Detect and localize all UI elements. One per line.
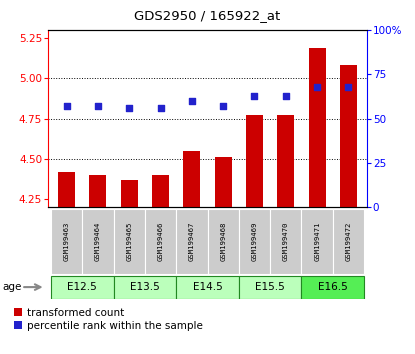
Text: GSM199469: GSM199469	[251, 222, 257, 261]
Text: GSM199471: GSM199471	[314, 222, 320, 261]
Bar	[121, 180, 138, 207]
Bar	[239, 209, 270, 274]
Text: GSM199468: GSM199468	[220, 222, 226, 261]
Text: E16.5: E16.5	[318, 282, 348, 292]
Bar	[208, 209, 239, 274]
Point	[157, 105, 164, 111]
Text: age: age	[2, 282, 22, 292]
Bar	[215, 157, 232, 207]
Text: E13.5: E13.5	[130, 282, 160, 292]
Bar	[183, 151, 200, 207]
Text: GSM199463: GSM199463	[63, 222, 70, 261]
Bar	[301, 275, 364, 299]
Legend: transformed count, percentile rank within the sample: transformed count, percentile rank withi…	[14, 308, 203, 331]
Text: GSM199466: GSM199466	[158, 222, 164, 261]
Bar	[58, 172, 75, 207]
Text: GSM199464: GSM199464	[95, 222, 101, 261]
Bar	[89, 175, 107, 207]
Text: GSM199467: GSM199467	[189, 222, 195, 261]
Bar	[114, 209, 145, 274]
Point	[188, 98, 195, 104]
Point	[126, 105, 132, 111]
Point	[63, 103, 70, 109]
Bar	[51, 275, 114, 299]
Bar	[301, 209, 333, 274]
Text: E15.5: E15.5	[255, 282, 285, 292]
Bar	[145, 209, 176, 274]
Text: GSM199470: GSM199470	[283, 222, 289, 261]
Bar	[239, 275, 301, 299]
Point	[345, 84, 352, 90]
Bar	[246, 115, 263, 207]
Bar	[82, 209, 114, 274]
Bar	[277, 115, 294, 207]
Text: GSM199465: GSM199465	[126, 222, 132, 261]
Bar	[270, 209, 301, 274]
Point	[314, 84, 320, 90]
Bar	[176, 209, 208, 274]
Bar	[333, 209, 364, 274]
Bar	[176, 275, 239, 299]
Text: GDS2950 / 165922_at: GDS2950 / 165922_at	[134, 9, 281, 22]
Point	[283, 93, 289, 98]
Point	[251, 93, 258, 98]
Point	[220, 103, 227, 109]
Text: GSM199472: GSM199472	[345, 222, 352, 261]
Text: E14.5: E14.5	[193, 282, 222, 292]
Point	[95, 103, 101, 109]
Bar	[114, 275, 176, 299]
Text: E12.5: E12.5	[67, 282, 97, 292]
Bar	[152, 175, 169, 207]
Bar	[51, 209, 82, 274]
Bar	[340, 65, 357, 207]
Bar	[308, 48, 326, 207]
